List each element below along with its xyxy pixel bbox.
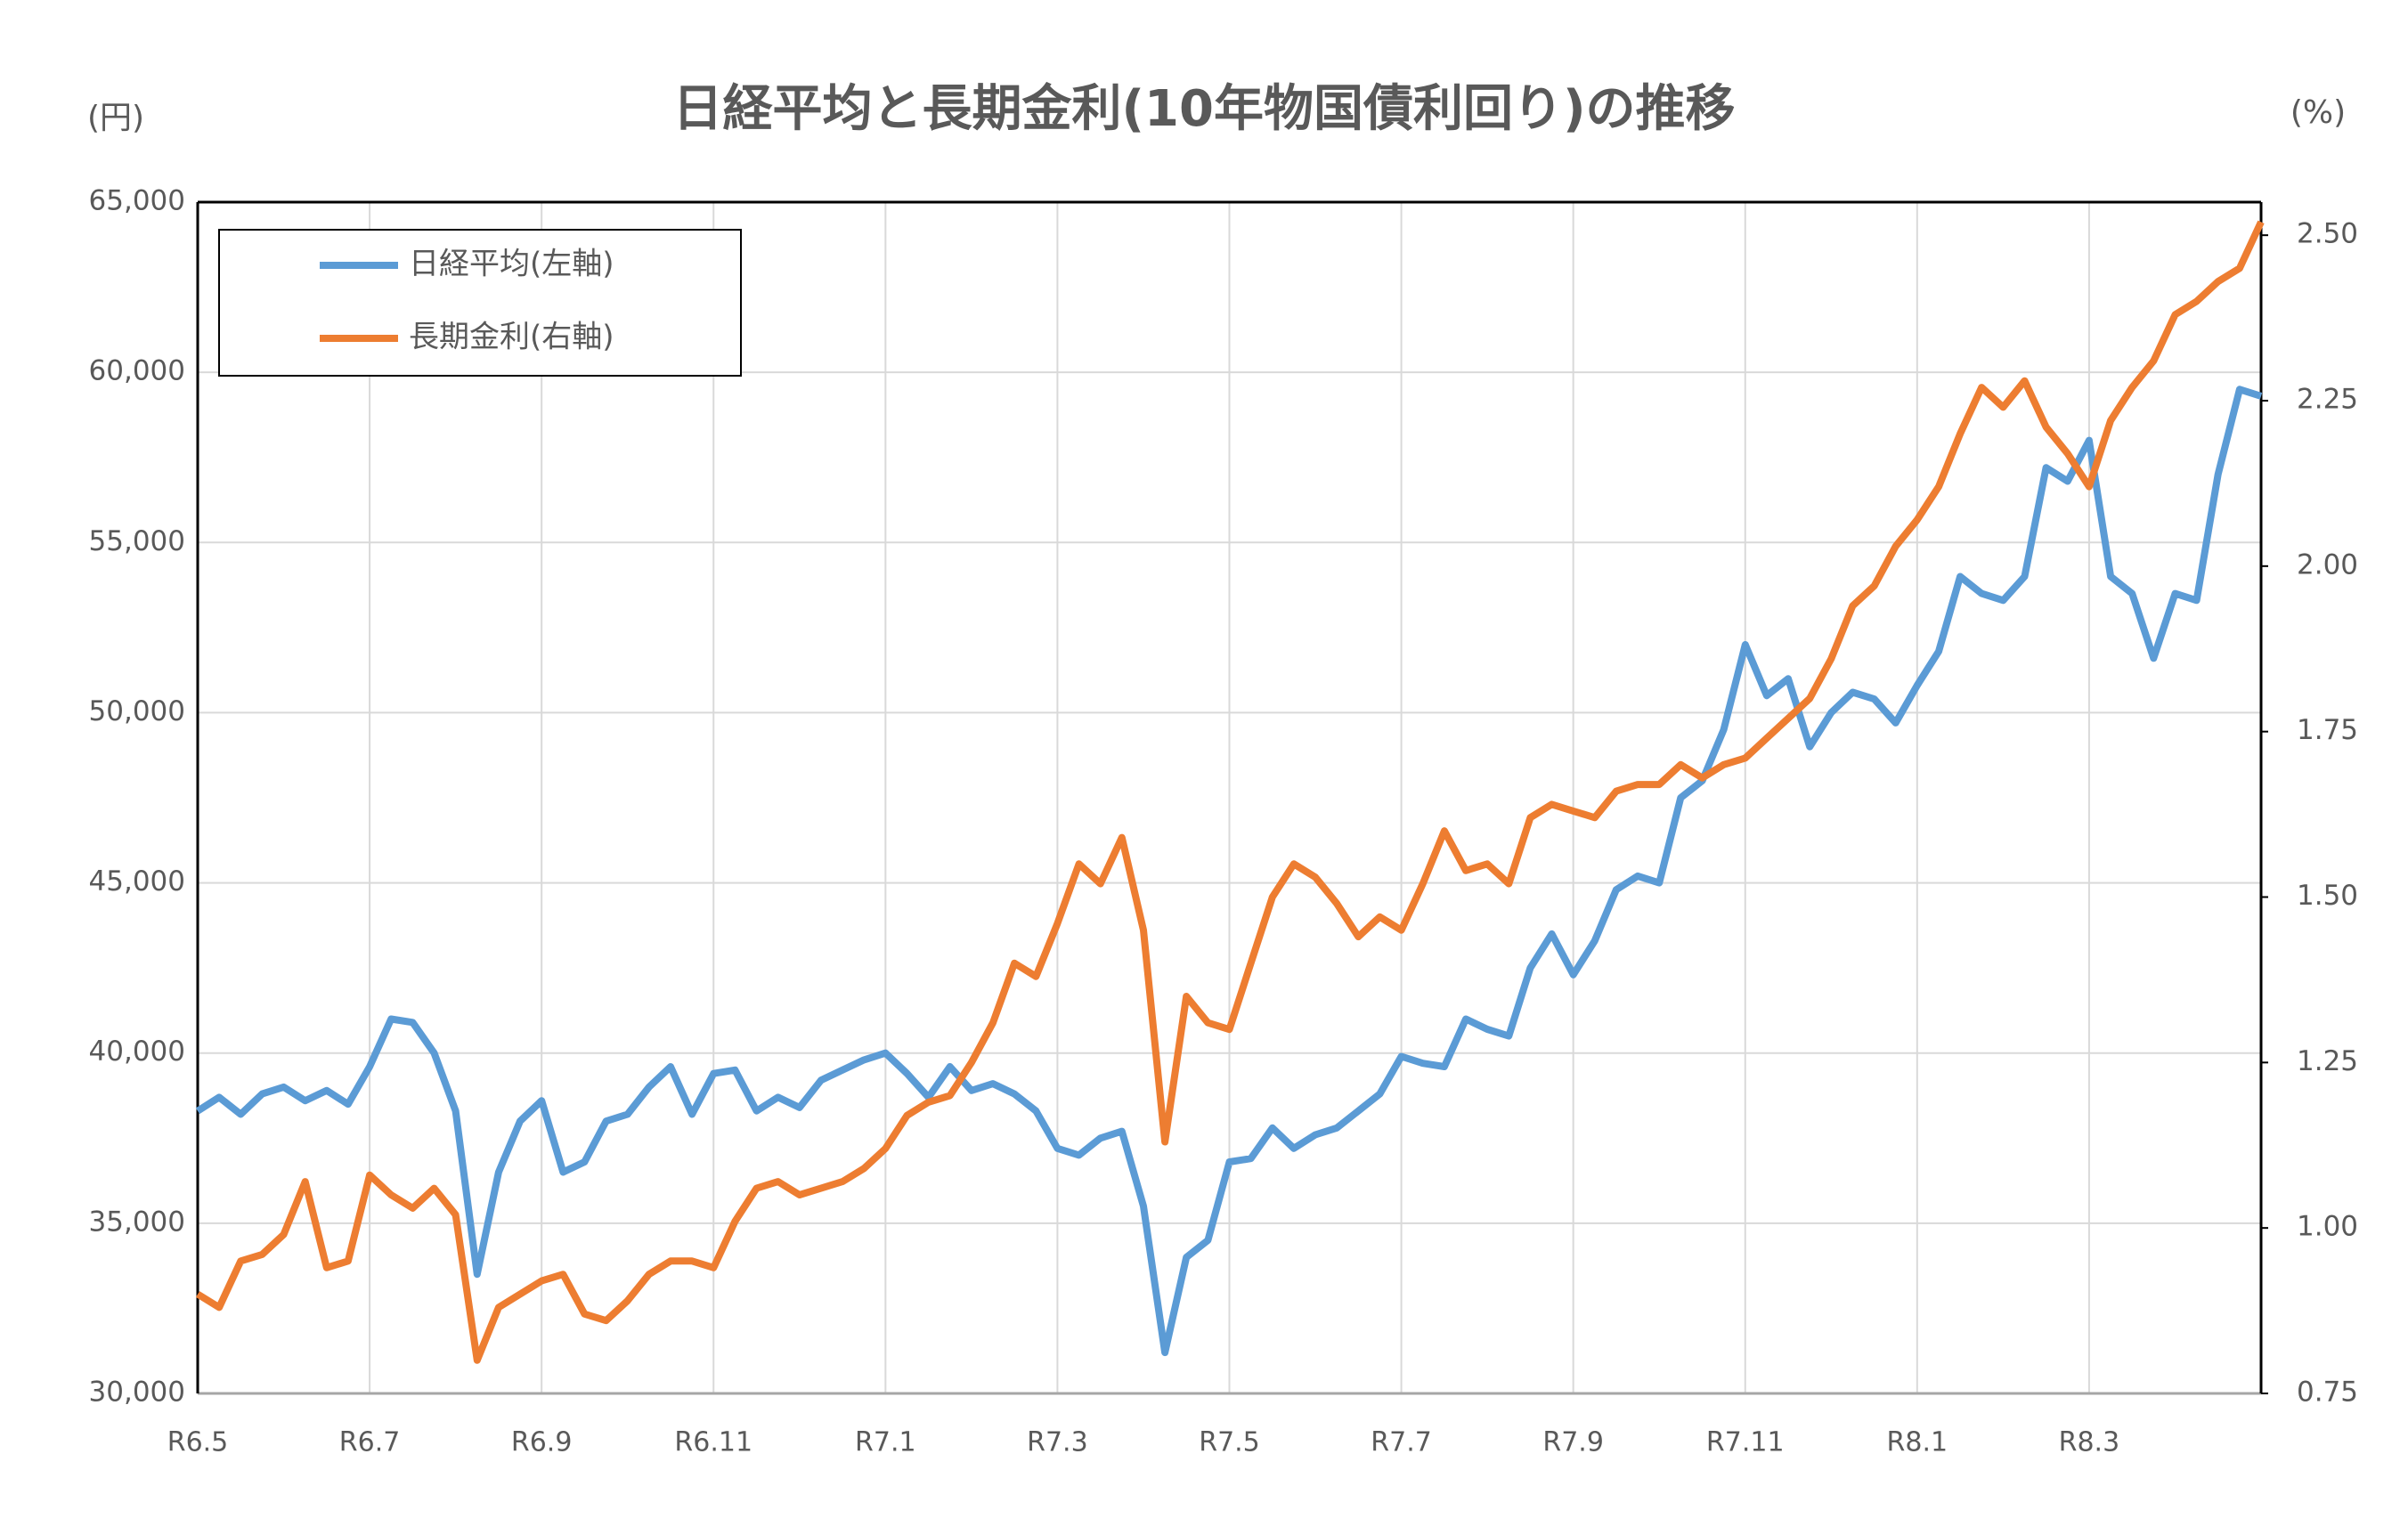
y-tick-label: 60,000: [89, 355, 185, 387]
x-tick-label: R7.5: [1199, 1427, 1260, 1458]
y2-tick-label: 1.50: [2297, 880, 2358, 912]
y2-tick-label: 0.75: [2297, 1377, 2358, 1409]
x-tick-label: R6.11: [674, 1427, 752, 1458]
y-tick-label: 65,000: [89, 185, 185, 217]
legend-box: [218, 229, 742, 377]
x-tick-label: R7.3: [1027, 1427, 1088, 1458]
y2-tick-label: 2.50: [2297, 218, 2358, 250]
x-tick-label: R7.7: [1371, 1427, 1432, 1458]
y2-tick-label: 1.75: [2297, 714, 2358, 746]
legend-label: 日経平均(左軸): [409, 247, 614, 282]
series-line: [195, 386, 2263, 1357]
x-tick-label: R7.1: [855, 1427, 916, 1458]
legend-label: 長期金利(右軸): [409, 320, 614, 355]
y-tick-label: 30,000: [89, 1377, 185, 1409]
x-tick-label: R6.9: [511, 1427, 573, 1458]
y2-tick-label: 1.25: [2297, 1045, 2358, 1077]
x-tick-label: R8.3: [2059, 1427, 2120, 1458]
y-tick-label: 45,000: [89, 865, 185, 897]
y-tick-label: 40,000: [89, 1036, 185, 1068]
y-tick-label: 55,000: [89, 525, 185, 557]
series-line: [195, 220, 2265, 1364]
x-tick-label: R7.9: [1542, 1427, 1604, 1458]
x-tick-label: R6.5: [167, 1427, 229, 1458]
y2-tick-label: 2.25: [2297, 384, 2358, 416]
y-tick-label: 50,000: [89, 695, 185, 727]
x-tick-label: R6.7: [339, 1427, 401, 1458]
x-tick-label: R8.1: [1887, 1427, 1948, 1458]
y-axis-label: (円): [87, 100, 144, 136]
y2-axis-label: (%): [2290, 94, 2346, 131]
y2-tick-label: 2.00: [2297, 548, 2358, 581]
y2-tick-label: 1.00: [2297, 1211, 2358, 1243]
y-tick-label: 35,000: [89, 1206, 185, 1238]
chart-title: 日経平均と長期金利(10年物国債利回り)の推移: [672, 80, 1735, 138]
x-tick-label: R7.11: [1706, 1427, 1785, 1458]
